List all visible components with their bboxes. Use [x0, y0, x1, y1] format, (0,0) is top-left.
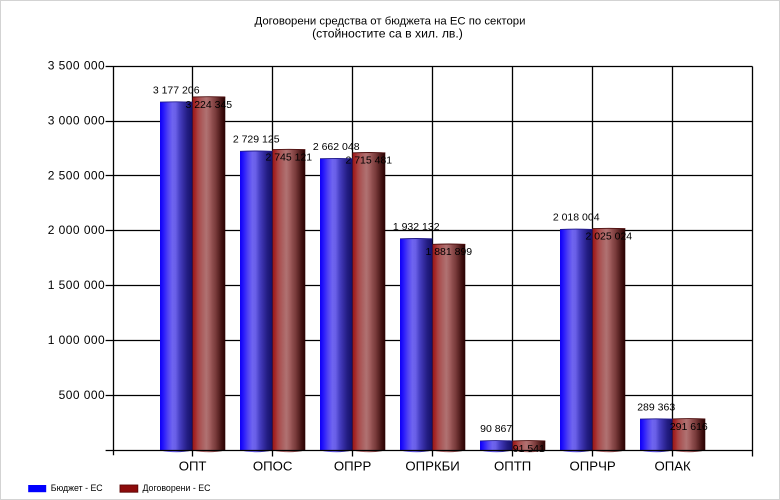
svg-text:Договорени средства от бюджета: Договорени средства от бюджета на ЕС по …: [255, 16, 526, 28]
svg-text:ОПРЧР: ОПРЧР: [570, 459, 616, 474]
svg-text:500 000: 500 000: [59, 388, 106, 402]
svg-text:ОПАК: ОПАК: [654, 459, 691, 474]
svg-text:2 715 481: 2 715 481: [345, 155, 392, 167]
svg-text:1 500 000: 1 500 000: [48, 278, 105, 292]
svg-text:2 500 000: 2 500 000: [48, 168, 105, 182]
svg-text:3 500 000: 3 500 000: [48, 59, 105, 73]
svg-text:2 745 121: 2 745 121: [265, 152, 312, 164]
svg-text:Бюджет - ЕС: Бюджет - ЕС: [51, 483, 104, 493]
svg-text:ОПТ: ОПТ: [179, 459, 207, 474]
svg-text:2 025 024: 2 025 024: [585, 231, 632, 243]
svg-text:2 662 048: 2 662 048: [313, 141, 360, 153]
svg-text:2 000 000: 2 000 000: [48, 223, 105, 237]
svg-text:Договорени - ЕС: Договорени - ЕС: [143, 483, 212, 493]
svg-text:ОПРКБИ: ОПРКБИ: [405, 459, 459, 474]
svg-text:ОПТП: ОПТП: [494, 459, 531, 474]
svg-text:3 000 000: 3 000 000: [48, 113, 105, 127]
svg-text:1 932 132: 1 932 132: [393, 221, 440, 233]
svg-text:291 616: 291 616: [670, 421, 708, 433]
svg-text:3 224 345: 3 224 345: [185, 99, 232, 111]
svg-text:91 541: 91 541: [513, 443, 545, 455]
svg-text:2 018 004: 2 018 004: [553, 212, 600, 224]
svg-text:ОПОС: ОПОС: [253, 459, 293, 474]
svg-text:1 000 000: 1 000 000: [48, 333, 105, 347]
svg-text:1 881 899: 1 881 899: [425, 246, 472, 258]
svg-text:289 363: 289 363: [637, 401, 675, 413]
svg-text:ОПРР: ОПРР: [334, 459, 372, 474]
svg-text:(стойностите са в хил. лв.): (стойностите са в хил. лв.): [312, 27, 463, 41]
svg-text:90 867: 90 867: [480, 423, 512, 435]
svg-text:3 177 206: 3 177 206: [153, 84, 200, 96]
svg-text:2 729 125: 2 729 125: [233, 134, 280, 146]
